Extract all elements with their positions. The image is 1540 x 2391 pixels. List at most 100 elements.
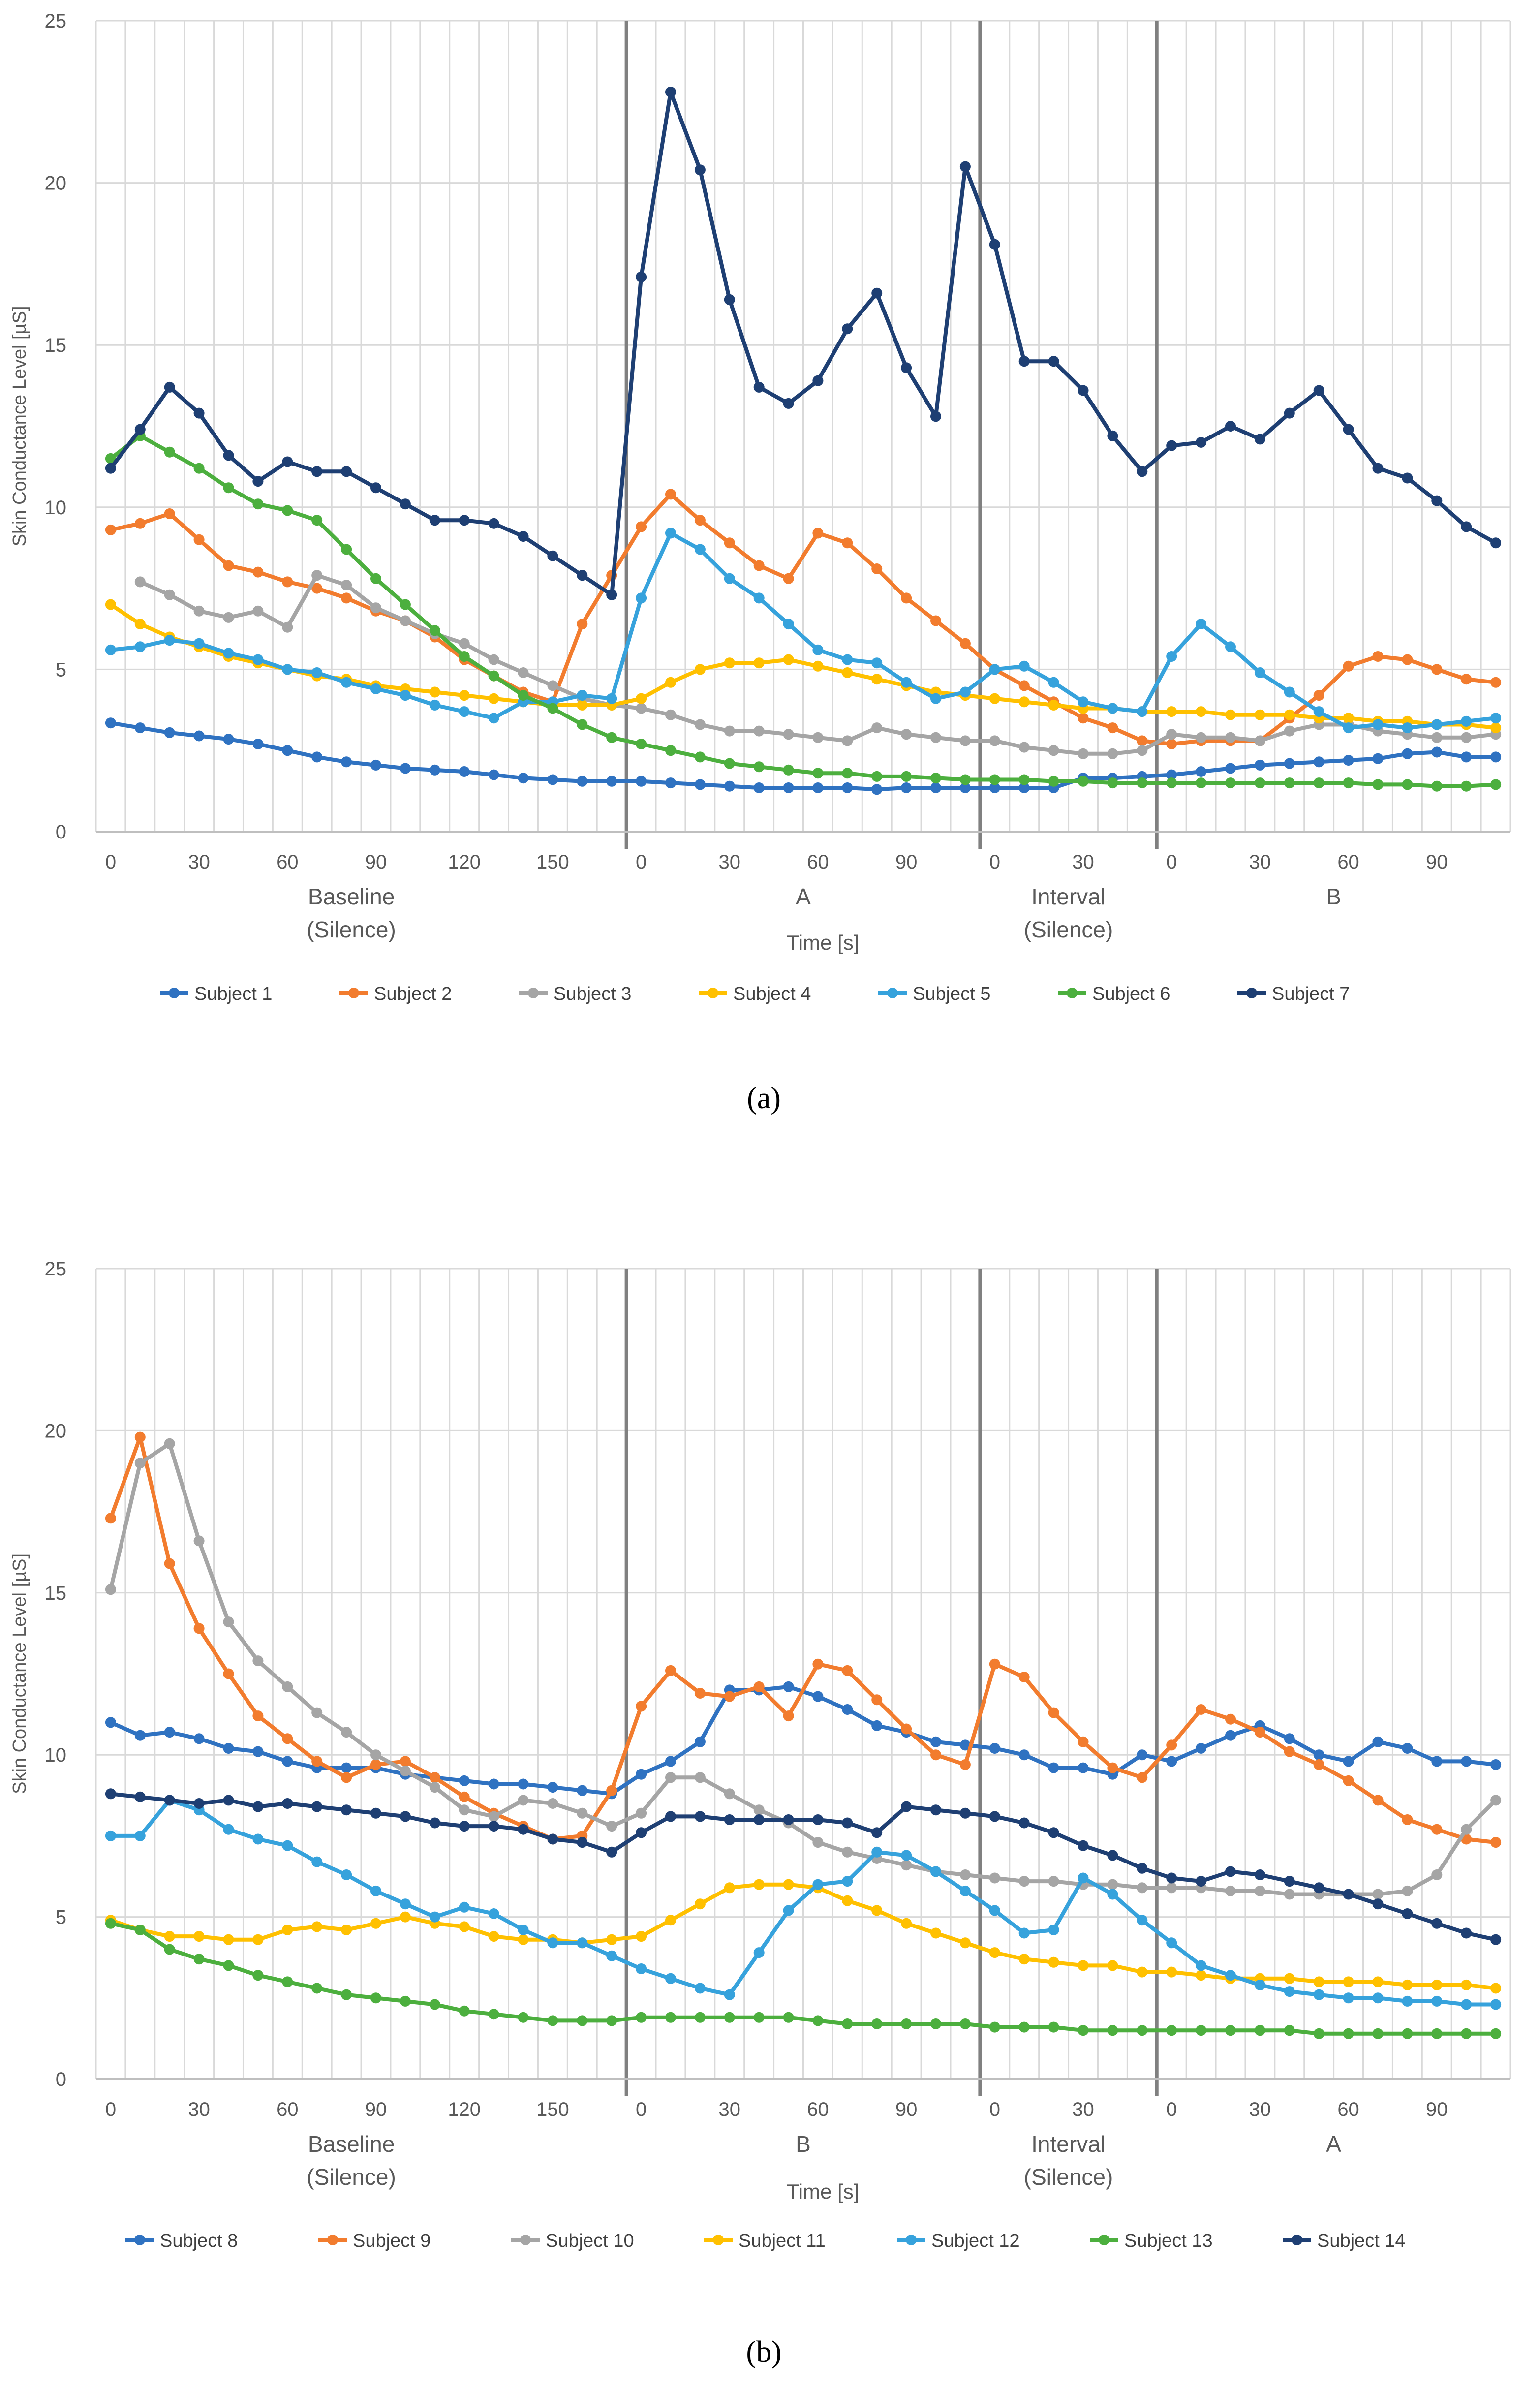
data-point — [842, 1817, 853, 1829]
data-point — [783, 619, 794, 630]
data-point — [636, 521, 647, 532]
data-point — [901, 1801, 912, 1812]
data-point — [606, 693, 617, 704]
data-point — [488, 2009, 499, 2020]
data-point — [400, 498, 411, 510]
data-point — [252, 1746, 264, 1757]
y-tick-label: 5 — [56, 659, 66, 681]
data-point — [400, 599, 411, 610]
data-point — [341, 466, 352, 477]
data-point — [871, 563, 883, 574]
data-point — [1018, 660, 1030, 672]
data-point — [753, 592, 765, 604]
data-point — [1313, 706, 1324, 717]
data-point — [1313, 385, 1324, 396]
data-point — [1048, 356, 1059, 367]
legend-swatch-marker — [528, 988, 539, 998]
y-axis-title: Skin Conductance Level [µS] — [9, 1553, 30, 1794]
data-point — [134, 424, 146, 435]
data-point — [1372, 463, 1384, 474]
data-point — [636, 1769, 647, 1780]
data-point — [1490, 779, 1502, 790]
data-point — [724, 537, 735, 549]
legend-label: Subject 2 — [374, 984, 452, 1004]
data-point — [783, 729, 794, 740]
data-point — [134, 1791, 146, 1802]
data-point — [665, 1756, 676, 1767]
data-point — [1196, 706, 1207, 717]
data-point — [488, 670, 499, 682]
data-point — [1431, 664, 1443, 675]
y-tick-label: 20 — [45, 173, 67, 194]
data-point — [989, 774, 1000, 785]
data-point — [1137, 1749, 1148, 1761]
data-point — [1137, 745, 1148, 756]
data-point — [694, 1983, 706, 1994]
data-point — [1166, 1756, 1177, 1767]
data-point — [341, 756, 352, 768]
legend-swatch-marker — [520, 2235, 531, 2245]
data-point — [724, 573, 735, 584]
data-point — [959, 735, 971, 746]
data-point — [252, 1655, 264, 1667]
x-tick-label: 30 — [719, 2099, 741, 2120]
data-point — [753, 725, 765, 737]
data-point — [577, 690, 588, 701]
data-point — [812, 1879, 824, 1890]
data-point — [1107, 2025, 1118, 2036]
data-point — [606, 2015, 617, 2026]
data-point — [134, 641, 146, 652]
data-point — [665, 1811, 676, 1822]
data-point — [1166, 2025, 1177, 2036]
data-point — [1343, 1756, 1354, 1767]
data-point — [193, 1954, 205, 1965]
data-point — [105, 453, 116, 464]
data-point — [1372, 1736, 1384, 1747]
x-tick-label: 30 — [1249, 851, 1271, 873]
data-point — [959, 2018, 971, 2029]
data-point — [223, 648, 234, 659]
x-tick-label: 90 — [1426, 851, 1448, 873]
data-point — [1166, 739, 1177, 749]
data-point — [400, 690, 411, 701]
data-point — [1166, 1739, 1177, 1751]
data-point — [724, 1788, 735, 1800]
data-point — [606, 1785, 617, 1796]
data-point — [459, 1901, 470, 1913]
data-point — [1372, 1992, 1384, 2004]
legend-swatch-marker — [134, 2235, 145, 2245]
data-point — [842, 735, 853, 746]
data-point — [989, 1743, 1000, 1754]
data-point — [577, 2015, 588, 2026]
data-point — [1372, 2028, 1384, 2039]
data-point — [606, 732, 617, 743]
data-point — [1372, 1889, 1384, 1900]
data-point — [1018, 680, 1030, 691]
data-point — [252, 605, 264, 617]
series-line-subject-9 — [108, 1435, 1498, 1845]
data-point — [724, 780, 735, 792]
data-point — [341, 1772, 352, 1783]
data-point — [694, 1688, 706, 1699]
data-point — [636, 1701, 647, 1712]
data-point — [193, 534, 205, 545]
data-point — [842, 768, 853, 779]
y-tick-label: 0 — [56, 2069, 66, 2090]
data-point — [547, 2015, 558, 2026]
x-axis-title: Time [s] — [787, 2180, 860, 2203]
data-point — [753, 1804, 765, 1816]
data-point — [223, 1795, 234, 1806]
legend-swatch-marker — [327, 2235, 338, 2245]
data-point — [105, 1717, 116, 1728]
data-point — [989, 2021, 1000, 2033]
data-point — [1284, 709, 1295, 720]
data-point — [753, 560, 765, 571]
legend-label: Subject 3 — [554, 984, 631, 1004]
data-point — [812, 1691, 824, 1702]
data-point — [783, 1681, 794, 1692]
data-point — [370, 1749, 381, 1761]
x-tick-label: 120 — [448, 2099, 481, 2120]
legend-swatch-marker — [1099, 2235, 1109, 2245]
data-point — [1372, 753, 1384, 764]
data-point — [1166, 769, 1177, 780]
